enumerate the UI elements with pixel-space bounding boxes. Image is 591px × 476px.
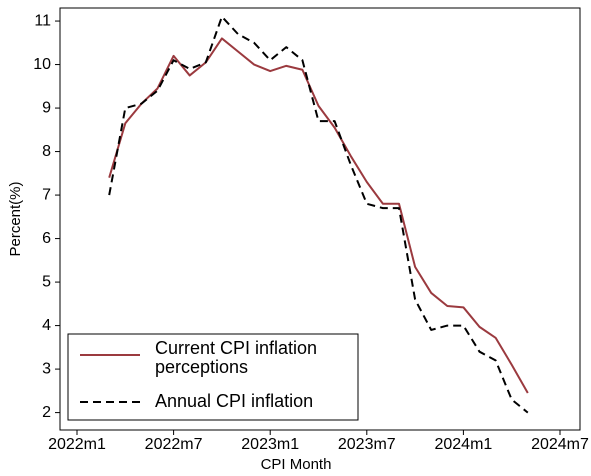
legend-box: [67, 333, 359, 421]
y-tick-label: 5: [42, 273, 51, 290]
x-tick-label: 2024m1: [434, 436, 492, 453]
legend-label: Current CPI inflation perceptions: [155, 338, 318, 377]
series-line: [108, 37, 529, 394]
y-tick-label: 4: [42, 317, 51, 334]
y-tick-label: 8: [42, 143, 51, 160]
x-tick-label: 2022m7: [145, 436, 203, 453]
x-tick-label: 2024m7: [531, 436, 589, 453]
y-tick-label: 6: [42, 230, 51, 247]
y-tick-label: 2: [42, 404, 51, 421]
plot-frame: [59, 7, 581, 431]
x-tick-label: 2022m1: [48, 436, 106, 453]
y-tick-label: 9: [42, 99, 51, 116]
x-tick-label: 2023m7: [338, 436, 396, 453]
series-line: [108, 15, 529, 414]
x-tick-label: 2023m1: [241, 436, 299, 453]
legend-label: Annual CPI inflation: [155, 391, 314, 411]
y-axis-label: Percent(%): [7, 181, 24, 256]
y-tick-label: 10: [33, 56, 51, 73]
y-tick-label: 7: [42, 186, 51, 203]
y-tick-label: 11: [34, 12, 51, 29]
y-tick-label: 3: [42, 360, 51, 377]
x-axis-label: CPI Month: [261, 456, 332, 473]
